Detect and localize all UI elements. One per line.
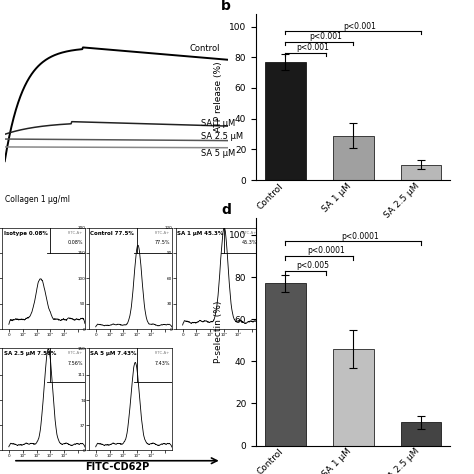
Text: FITC-A+: FITC-A+ xyxy=(68,351,83,356)
Bar xyxy=(265,62,306,180)
Text: p<0.0001: p<0.0001 xyxy=(307,246,345,255)
Text: SA 1 μM: SA 1 μM xyxy=(201,119,235,128)
Text: FITC-CD62P: FITC-CD62P xyxy=(85,462,149,472)
Y-axis label: P-selectin (%): P-selectin (%) xyxy=(214,301,223,363)
Text: p<0.001: p<0.001 xyxy=(310,32,342,41)
Y-axis label: ATP release (%): ATP release (%) xyxy=(214,62,223,132)
Text: 0.08%: 0.08% xyxy=(68,240,83,245)
Text: Control: Control xyxy=(190,45,220,54)
Text: FITC-A+: FITC-A+ xyxy=(155,351,170,356)
Text: p<0.005: p<0.005 xyxy=(296,261,329,270)
Bar xyxy=(333,349,374,446)
Text: 7.56%: 7.56% xyxy=(68,361,83,365)
Text: 45.3%: 45.3% xyxy=(242,240,257,245)
Text: FITC-A+: FITC-A+ xyxy=(68,230,83,235)
Text: 7.43%: 7.43% xyxy=(155,361,170,365)
Text: SA 2.5 μM 7.56%: SA 2.5 μM 7.56% xyxy=(4,351,56,356)
Text: p<0.0001: p<0.0001 xyxy=(341,232,379,241)
Text: Collagen 1 μg/ml: Collagen 1 μg/ml xyxy=(5,195,70,204)
Bar xyxy=(333,136,374,180)
Bar xyxy=(401,422,441,446)
Bar xyxy=(401,165,441,180)
Text: SA 5 μM: SA 5 μM xyxy=(201,149,235,158)
Text: b: b xyxy=(221,0,231,13)
Bar xyxy=(265,283,306,446)
Text: SA 2.5 μM: SA 2.5 μM xyxy=(201,132,243,141)
Text: d: d xyxy=(221,203,231,217)
Text: FITC-A+: FITC-A+ xyxy=(155,230,170,235)
Text: p<0.001: p<0.001 xyxy=(344,22,376,31)
Text: SA 5 μM 7.43%: SA 5 μM 7.43% xyxy=(91,351,137,356)
Text: p<0.001: p<0.001 xyxy=(296,43,329,52)
Text: SA 1 μM 45.3%: SA 1 μM 45.3% xyxy=(177,230,224,236)
Text: Control 77.5%: Control 77.5% xyxy=(91,230,134,236)
Text: Isotype 0.08%: Isotype 0.08% xyxy=(4,230,47,236)
Text: FITC-A+: FITC-A+ xyxy=(242,230,257,235)
Text: 77.5%: 77.5% xyxy=(155,240,170,245)
